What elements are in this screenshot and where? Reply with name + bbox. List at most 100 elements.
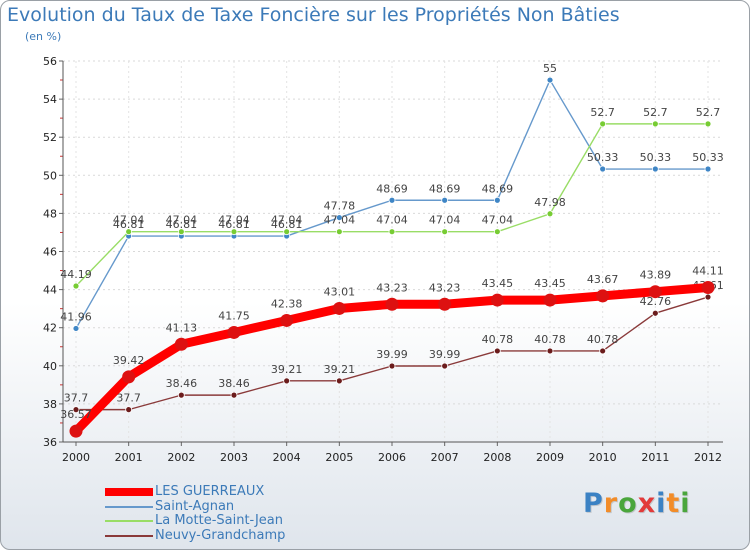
x-tick-label: 2001 — [115, 451, 143, 464]
data-label: 40.78 — [534, 333, 566, 346]
data-label: 43.89 — [640, 269, 672, 282]
data-label: 46.81 — [271, 218, 303, 231]
data-label: 44.19 — [60, 268, 92, 281]
data-point — [704, 165, 712, 173]
data-point — [651, 309, 659, 317]
data-point — [651, 165, 659, 173]
data-point — [72, 325, 80, 332]
data-point — [227, 325, 241, 339]
data-point — [441, 196, 449, 204]
data-label: 47.04 — [166, 214, 198, 227]
data-point — [388, 228, 396, 236]
legend-label: Saint-Agnan — [155, 498, 235, 514]
data-label: 47.04 — [113, 214, 145, 227]
data-label: 40.78 — [482, 333, 514, 346]
data-point — [546, 76, 554, 84]
data-label: 47.04 — [324, 214, 356, 227]
logo-letter: t — [666, 488, 681, 519]
y-tick-label: 54 — [43, 93, 57, 106]
data-point — [125, 406, 133, 414]
data-label: 42.76 — [640, 295, 672, 308]
data-point — [599, 347, 607, 355]
logo-letter: r — [603, 488, 619, 519]
y-axis-unit-label: (en %) — [25, 30, 62, 43]
data-label: 48.69 — [429, 182, 461, 195]
data-point — [599, 120, 607, 128]
logo-letter: i — [680, 488, 691, 519]
data-point — [490, 293, 504, 307]
data-point — [335, 214, 343, 221]
data-label: 44.11 — [692, 265, 724, 278]
data-point — [174, 337, 188, 351]
data-label: 46.81 — [218, 218, 250, 231]
data-label: 42.38 — [271, 297, 303, 310]
x-tick-label: 2006 — [378, 451, 406, 464]
data-label: 46.81 — [166, 218, 198, 231]
logo-letter: x — [637, 488, 657, 519]
data-point — [648, 285, 662, 299]
y-tick-label: 48 — [43, 207, 57, 220]
legend-label: LES GUERREAUX — [155, 484, 265, 499]
data-label: 46.81 — [113, 218, 145, 231]
data-label: 50.33 — [692, 151, 724, 164]
data-point — [177, 228, 185, 236]
data-point — [280, 313, 294, 327]
data-label: 38.46 — [166, 377, 198, 390]
x-tick-label: 2000 — [62, 451, 90, 464]
data-label: 47.98 — [534, 196, 566, 209]
data-label: 48.69 — [482, 182, 514, 195]
data-label: 43.45 — [482, 277, 514, 290]
data-label: 52.7 — [696, 106, 721, 119]
data-point — [388, 362, 396, 370]
data-label: 50.33 — [640, 151, 672, 164]
x-tick-label: 2010 — [589, 451, 617, 464]
data-point — [493, 196, 501, 204]
legend-label: La Motte-Saint-Jean — [155, 513, 284, 528]
data-point — [546, 210, 554, 218]
data-point — [335, 377, 343, 385]
chart-title: Evolution du Taux de Taxe Foncière sur l… — [7, 4, 620, 26]
logo-letter: P — [583, 488, 604, 519]
data-label: 40.78 — [587, 333, 619, 346]
data-label: 50.33 — [587, 151, 619, 164]
data-point — [72, 406, 80, 414]
data-point — [283, 377, 291, 385]
x-tick-label: 2002 — [167, 451, 195, 464]
data-point — [441, 362, 449, 370]
data-point — [283, 228, 291, 236]
data-point — [385, 297, 399, 311]
data-label: 43.23 — [376, 281, 408, 294]
data-point — [230, 228, 238, 236]
data-label: 37.7 — [116, 392, 141, 405]
data-label: 39.99 — [429, 348, 461, 361]
x-tick-label: 2007 — [431, 451, 459, 464]
data-point — [546, 347, 554, 355]
y-tick-label: 56 — [43, 55, 57, 68]
data-label: 47.78 — [324, 200, 356, 213]
data-point — [332, 301, 346, 315]
data-label: 52.7 — [590, 106, 615, 119]
data-point — [599, 165, 607, 173]
data-label: 39.21 — [271, 363, 303, 376]
data-point — [230, 391, 238, 399]
data-label: 47.04 — [218, 214, 250, 227]
data-label: 41.96 — [60, 310, 92, 323]
x-tick-label: 2009 — [536, 451, 564, 464]
data-label: 37.7 — [64, 392, 89, 405]
data-label: 43.67 — [587, 273, 619, 286]
y-tick-label: 36 — [43, 436, 57, 449]
legend-swatch — [105, 488, 153, 496]
data-label: 47.04 — [429, 214, 461, 227]
data-point — [704, 293, 712, 301]
data-point — [701, 281, 715, 295]
data-point — [335, 228, 343, 236]
data-label: 39.42 — [113, 354, 145, 367]
data-label: 48.69 — [376, 182, 408, 195]
y-tick-label: 46 — [43, 246, 57, 259]
x-tick-label: 2005 — [325, 451, 353, 464]
x-tick-label: 2008 — [483, 451, 511, 464]
legend-swatch — [105, 534, 153, 537]
data-label: 47.04 — [271, 214, 303, 227]
proxiti-logo: Proxiti — [583, 488, 691, 519]
